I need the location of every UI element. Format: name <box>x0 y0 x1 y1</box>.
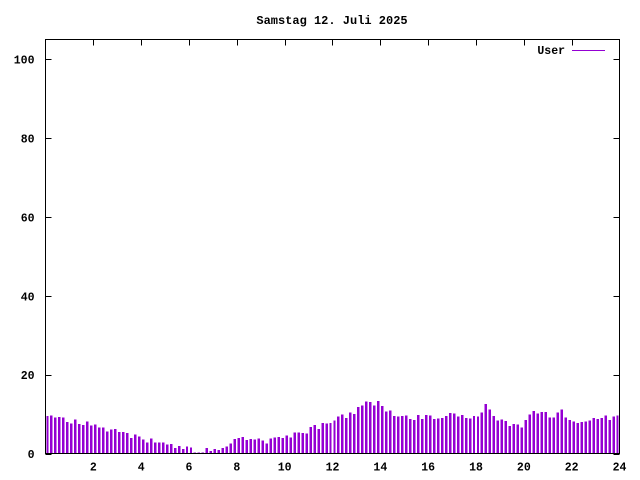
svg-text:14: 14 <box>373 462 387 475</box>
svg-text:0: 0 <box>28 449 35 462</box>
svg-text:100: 100 <box>14 55 35 68</box>
svg-text:20: 20 <box>517 462 531 475</box>
svg-text:User: User <box>537 45 565 58</box>
svg-text:8: 8 <box>233 462 240 475</box>
svg-text:16: 16 <box>421 462 435 475</box>
svg-text:4: 4 <box>138 462 145 475</box>
svg-text:6: 6 <box>186 462 193 475</box>
svg-text:24: 24 <box>613 462 627 475</box>
svg-text:80: 80 <box>21 134 35 147</box>
svg-text:12: 12 <box>326 462 340 475</box>
svg-text:60: 60 <box>21 212 35 225</box>
svg-text:18: 18 <box>469 462 483 475</box>
svg-text:10: 10 <box>278 462 292 475</box>
svg-text:40: 40 <box>21 291 35 304</box>
svg-text:2: 2 <box>90 462 97 475</box>
svg-text:20: 20 <box>21 370 35 383</box>
svg-text:22: 22 <box>565 462 579 475</box>
